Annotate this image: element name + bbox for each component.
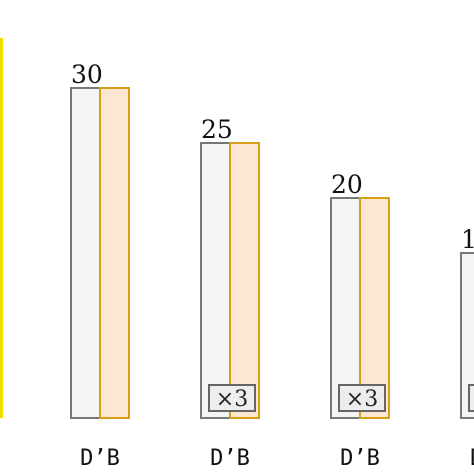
bar-3-series-1 [330,197,361,419]
bar-1-series-2 [99,87,130,419]
badge-box-2 [208,384,256,412]
bar-4-series-1 [460,252,474,419]
left-edge-accent [0,38,3,418]
tick-label-2: D’B [210,446,250,471]
badge-box-3 [338,384,386,412]
tick-label-1: D’B [80,446,120,471]
bar-3-series-2 [359,197,390,419]
bars-layer [70,87,474,419]
badge-text-3: ×3 [346,387,378,412]
badge-box-4 [468,384,474,412]
value-label-1: 30 [71,60,103,89]
tick-label-4: D’B [470,446,474,471]
badge-text-2: ×3 [216,387,248,412]
value-label-2: 25 [201,115,233,144]
bar-2-series-1 [200,142,231,419]
bar-1-series-1 [70,87,101,419]
tick-label-3: D’B [340,446,380,471]
value-label-3: 20 [331,170,363,199]
value-label-4: 15 [461,225,474,254]
bar-2-series-2 [229,142,260,419]
labels-layer: 30D’B25×3D’B20×3D’B15×3D’B [71,60,474,471]
